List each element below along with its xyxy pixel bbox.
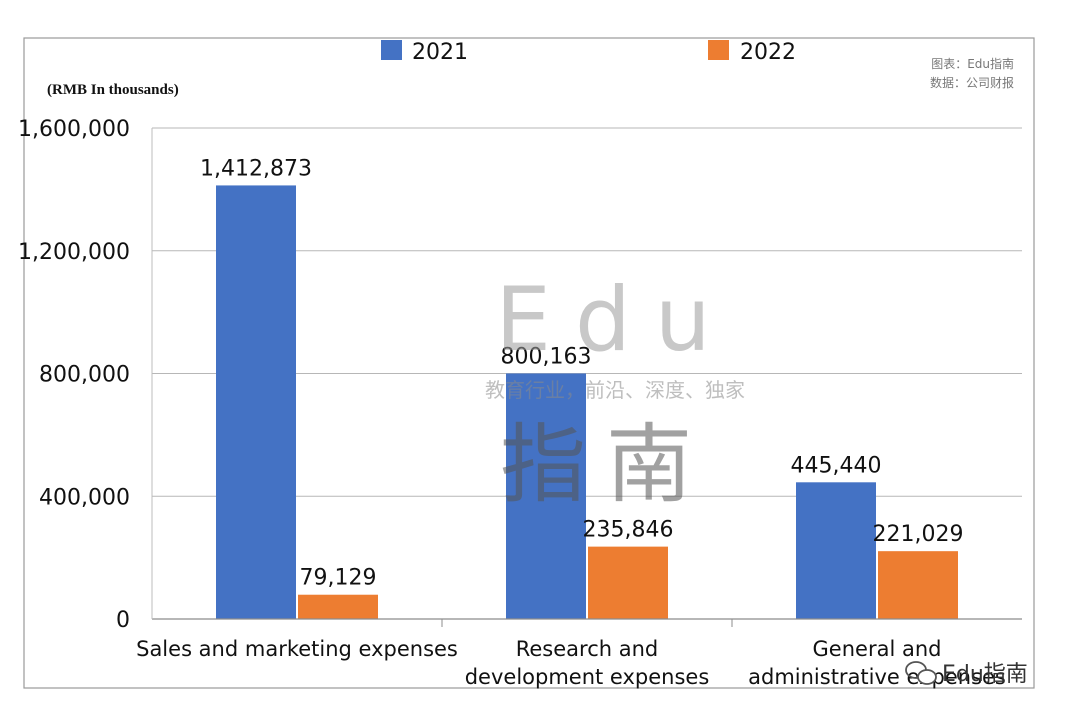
watermark-chinese: 指南 [500, 415, 712, 515]
data-label-2021-2: 800,163 [501, 344, 592, 369]
x-category-label: Sales and marketing expenses [136, 637, 458, 661]
data-labels: 1,412,873 79,129 800,163 235,846 445,440 221,… [200, 156, 963, 590]
y-tick-label: 400,000 [39, 485, 130, 510]
source-chart-credit: 图表：Edu指南 [931, 56, 1014, 71]
bar-2022-1 [298, 594, 378, 619]
watermark-brand: Edu [495, 268, 734, 371]
legend-label-2021: 2021 [412, 40, 468, 65]
bar-2021-1 [216, 185, 296, 619]
bars [216, 185, 958, 619]
x-category-label: development expenses [465, 665, 710, 689]
y-tick-label: 0 [116, 608, 130, 633]
x-category-label: Research and [516, 637, 659, 661]
chart-frame [23, 37, 1035, 689]
unit-note: (RMB In thousands) [47, 82, 179, 98]
watermark: Edu 教育行业，前沿、深度、独家 指南 [485, 268, 745, 515]
bar-2021-2 [506, 373, 586, 619]
y-tick-label: 1,600,000 [18, 117, 130, 142]
data-label-2021-3: 445,440 [791, 453, 882, 478]
y-tick-label: 800,000 [39, 363, 130, 388]
x-category-label: General and [813, 637, 942, 661]
wechat-icon [905, 661, 937, 685]
x-category-label: administrative expenses [748, 665, 1006, 689]
bar-2021-3 [796, 482, 876, 619]
data-label-2022-1: 79,129 [300, 566, 377, 591]
legend-swatch-2021 [381, 40, 402, 60]
legend: 2021 2022 [381, 40, 796, 65]
source-data-credit: 数据：公司财报 [930, 75, 1014, 90]
legend-label-2022: 2022 [740, 40, 796, 65]
wechat-tag: Edu指南 [905, 661, 1028, 687]
bar-2022-2 [588, 546, 668, 619]
legend-swatch-2022 [708, 40, 729, 60]
wechat-account-name: Edu指南 [942, 662, 1028, 687]
watermark-tagline: 教育行业，前沿、深度、独家 [485, 378, 745, 402]
x-axis: Sales and marketing expenses Research and… [136, 128, 1022, 689]
data-label-2022-3: 221,029 [873, 522, 964, 547]
data-label-2021-1: 1,412,873 [200, 156, 312, 181]
bar-2022-3 [878, 551, 958, 619]
data-label-2022-2: 235,846 [583, 518, 674, 543]
y-axis: 0 400,000 800,000 1,200,000 1,600,000 [18, 117, 130, 633]
y-tick-label: 1,200,000 [18, 240, 130, 265]
